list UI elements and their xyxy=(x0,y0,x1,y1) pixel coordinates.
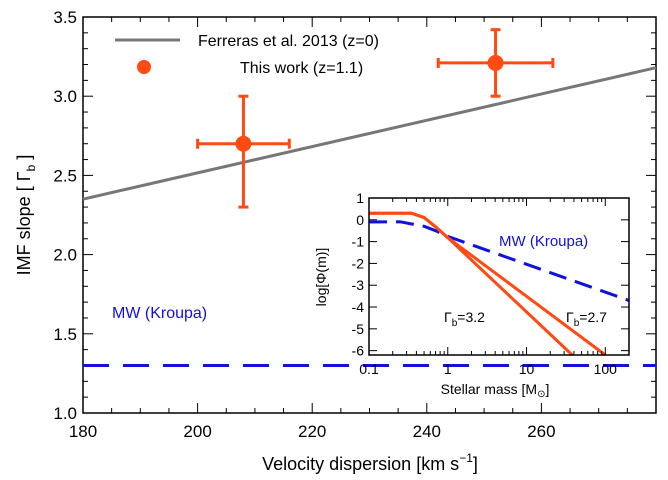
x-tick-label: 240 xyxy=(413,422,441,441)
inset-gamma-27-label: Γb=2.7 xyxy=(566,309,607,329)
inset-x-tick-label: 100 xyxy=(594,361,618,377)
inset-y-tick-label: -2 xyxy=(352,255,365,271)
inset-y-tick-label: -1 xyxy=(352,234,365,250)
main-x-axis-label: Velocity dispersion [km s−1] xyxy=(262,451,478,474)
y-tick-label: 1.0 xyxy=(53,404,77,423)
x-tick-label: 200 xyxy=(183,422,211,441)
data-point-with-errorbars xyxy=(436,28,555,98)
data-point xyxy=(235,135,252,152)
inset-gamma-32-label: Γb=3.2 xyxy=(444,309,485,329)
y-tick-label: 2.5 xyxy=(53,166,77,185)
legend: Ferreras et al. 2013 (z=0) This work (z=… xyxy=(115,33,379,77)
x-tick-label: 180 xyxy=(69,422,97,441)
inset-mw-kroupa-curve xyxy=(368,220,630,302)
x-tick-label: 260 xyxy=(527,422,555,441)
main-mw-kroupa-label: MW (Kroupa) xyxy=(112,305,207,322)
inset-x-tick-label: 0.1 xyxy=(359,361,379,377)
y-tick-label: 1.5 xyxy=(53,325,77,344)
y-tick-label: 3.0 xyxy=(53,87,77,106)
main-series xyxy=(82,28,657,367)
data-point-with-errorbars xyxy=(196,94,291,209)
inset-y-tick-label: -6 xyxy=(352,343,365,359)
main-ticks: 180 200 220 240 260 1.0 1.5 2.0 2.5 3.0 3.5 xyxy=(53,8,656,441)
inset-plot-frame xyxy=(368,197,630,356)
legend-this-work-label: This work (z=1.1) xyxy=(240,60,363,77)
data-point xyxy=(487,54,504,71)
inset-x-tick-label: 1 xyxy=(444,361,452,377)
inset-y-tick-label: -4 xyxy=(352,299,365,315)
main-y-axis-label: IMF slope [ Γb ] xyxy=(14,155,38,276)
inset-y-tick-label: -5 xyxy=(352,321,365,337)
y-tick-label: 3.5 xyxy=(53,8,77,27)
inset-x-axis-label: Stellar mass [M⊙] xyxy=(441,381,550,400)
y-tick-label: 2.0 xyxy=(53,246,77,265)
inset-y-tick-label: 1 xyxy=(356,190,364,206)
inset-x-tick-label: 10 xyxy=(519,361,535,377)
legend-ferreras-label: Ferreras et al. 2013 (z=0) xyxy=(198,33,379,50)
main-chart: 180 200 220 240 260 1.0 1.5 2.0 2.5 3.0 3.5 xyxy=(53,8,657,441)
ferreras-relation-line xyxy=(82,66,657,201)
x-tick-label: 220 xyxy=(298,422,326,441)
legend-this-work-marker xyxy=(137,60,151,74)
inset-mw-kroupa-label: MW (Kroupa) xyxy=(499,233,588,250)
inset-y-axis-label: log[Φ(m)] xyxy=(313,248,329,307)
inset-gamma-27-curve xyxy=(369,211,607,357)
inset-series xyxy=(368,211,630,357)
inset-y-tick-label: 0 xyxy=(356,212,364,228)
inset-y-tick-label: -3 xyxy=(352,277,365,293)
